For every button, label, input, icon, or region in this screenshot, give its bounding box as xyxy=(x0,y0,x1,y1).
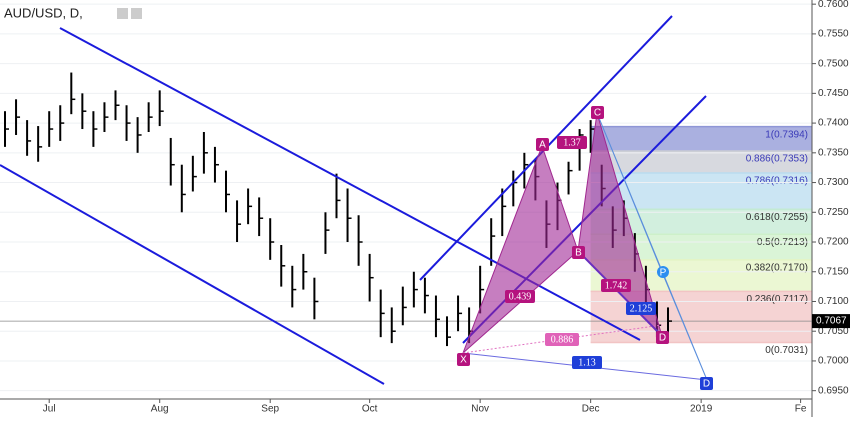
x-tick-label: Nov xyxy=(471,404,489,415)
icon[interactable] xyxy=(117,8,128,19)
fib-label: 0.618(0.7255) xyxy=(746,212,808,223)
y-tick-label: 0.7450 xyxy=(818,88,849,99)
point-label: A xyxy=(539,140,546,151)
ratio-label: 2.125 xyxy=(630,303,653,314)
point-label: P xyxy=(660,268,667,279)
y-tick-label: 0.7400 xyxy=(818,118,849,129)
ratio-badge xyxy=(557,136,587,149)
ratio-label: 0.886 xyxy=(551,334,574,345)
point-label: C xyxy=(594,108,601,119)
fib-band xyxy=(590,126,812,152)
point-badge xyxy=(657,266,669,278)
fib-label: 0.382(0.7170) xyxy=(746,262,808,273)
fib-label: 0.886(0.7353) xyxy=(746,154,808,165)
ratio-label: 0.439 xyxy=(509,291,532,302)
y-tick-label: 0.7300 xyxy=(818,177,849,188)
ratio-label: 1.37 xyxy=(563,137,581,148)
x-tick-label: Dec xyxy=(582,404,600,415)
x-tick-label: Aug xyxy=(151,404,169,415)
fib-label: 1(0.7394) xyxy=(765,129,808,140)
projection xyxy=(596,112,708,381)
fib-band xyxy=(590,173,812,210)
y-tick-label: 0.7550 xyxy=(818,29,849,40)
last-price-label: 0.7067 xyxy=(816,316,847,327)
ratio-badge xyxy=(626,302,656,315)
x-tick-label: Sep xyxy=(261,404,279,415)
point-badge xyxy=(656,331,669,344)
y-tick-label: 0.7200 xyxy=(818,237,849,248)
connector xyxy=(577,250,663,337)
chart-title: AUD/USD, D, xyxy=(4,5,83,20)
channel-line xyxy=(0,164,385,385)
point-label: D xyxy=(703,379,710,390)
x-tick-label: Fe xyxy=(795,404,807,415)
last-price-badge xyxy=(812,314,850,329)
y-tick-label: 0.7150 xyxy=(818,266,849,277)
ratio-label: 1.742 xyxy=(605,280,628,291)
channel-line xyxy=(59,27,641,341)
fib-label: 0.236(0.7117) xyxy=(746,294,808,305)
y-tick-label: 0.7350 xyxy=(818,147,849,158)
x-tick-label: Jul xyxy=(43,404,56,415)
x-tick-label: 2019 xyxy=(690,404,713,415)
price-bars xyxy=(4,72,672,347)
ratio-badge xyxy=(505,290,535,303)
point-label: X xyxy=(460,355,467,366)
point-badge xyxy=(536,138,549,151)
pattern-labels: X A B C D P D 1.37 0.439 1.742 2.125 0.8… xyxy=(457,106,713,390)
y-tick-label: 0.7600 xyxy=(818,0,849,10)
ratio-label: 1.13 xyxy=(578,357,596,368)
fib-label: 0(0.7031) xyxy=(765,345,808,356)
y-tick-label: 0.6950 xyxy=(818,385,849,396)
ratio-badge xyxy=(545,333,579,346)
y-tick-label: 0.7100 xyxy=(818,296,849,307)
x-tick-label: Oct xyxy=(362,404,378,415)
grid xyxy=(0,3,812,392)
point-label: D xyxy=(659,333,666,344)
point-badge xyxy=(572,246,585,259)
ratio-badge xyxy=(601,279,631,292)
point-badge xyxy=(591,106,604,119)
point-badge xyxy=(457,353,470,366)
y-tick-label: 0.7500 xyxy=(818,58,849,69)
fib-label: 0.786(0.7316) xyxy=(746,176,808,187)
point-badge xyxy=(700,377,713,390)
point-label: B xyxy=(575,248,582,259)
ratio-badge xyxy=(572,356,602,369)
y-tick-label: 0.7000 xyxy=(818,356,849,367)
y-tick-label: 0.7250 xyxy=(818,207,849,218)
pattern-leg xyxy=(462,144,579,354)
icon[interactable] xyxy=(131,8,142,19)
y-tick-label: 0.7050 xyxy=(818,326,849,337)
